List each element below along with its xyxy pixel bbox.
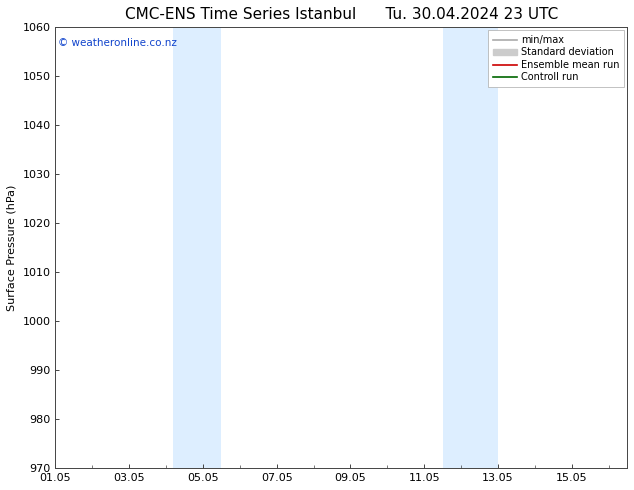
Y-axis label: Surface Pressure (hPa): Surface Pressure (hPa) bbox=[7, 185, 17, 311]
Text: © weatheronline.co.nz: © weatheronline.co.nz bbox=[58, 38, 178, 49]
Bar bbox=[174, 27, 221, 468]
Bar bbox=[443, 27, 498, 468]
Legend: min/max, Standard deviation, Ensemble mean run, Controll run: min/max, Standard deviation, Ensemble me… bbox=[488, 30, 624, 87]
Title: CMC-ENS Time Series Istanbul      Tu. 30.04.2024 23 UTC: CMC-ENS Time Series Istanbul Tu. 30.04.2… bbox=[125, 7, 558, 22]
